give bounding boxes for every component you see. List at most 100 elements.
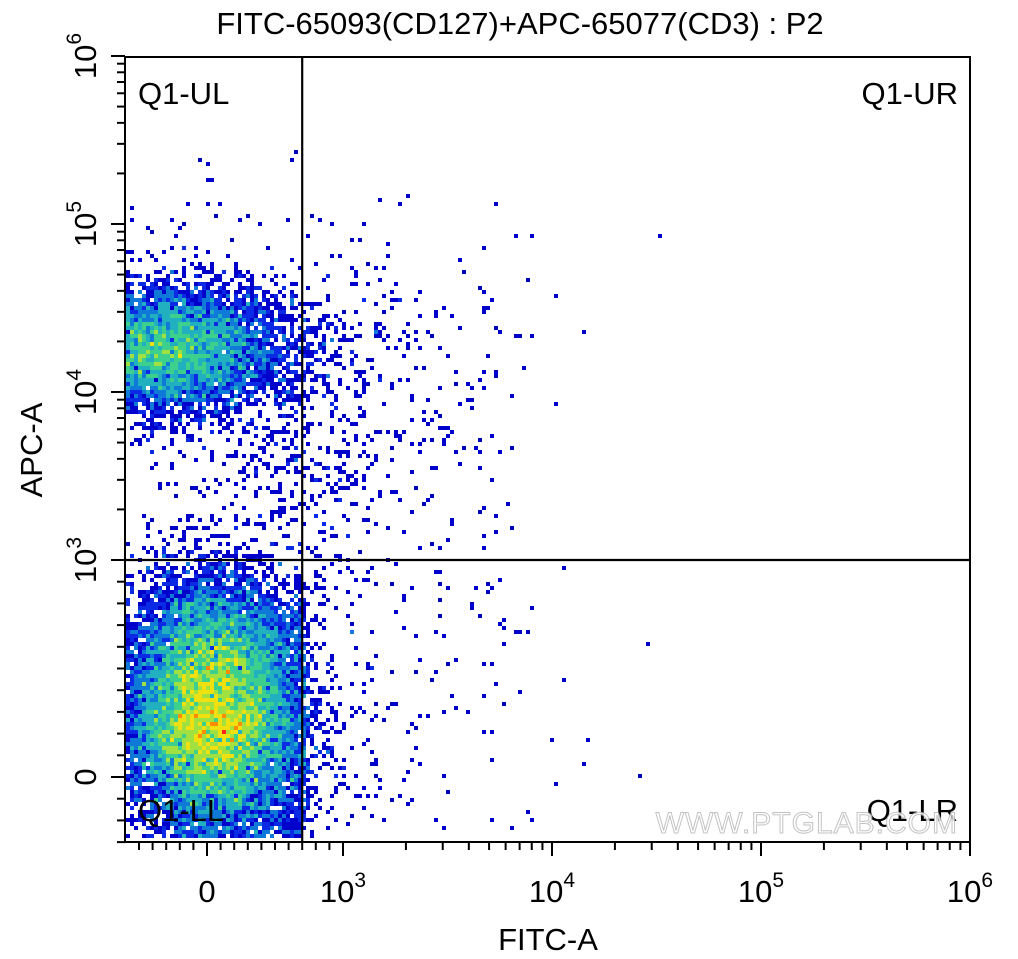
event-dot bbox=[154, 342, 158, 346]
event-dot bbox=[194, 274, 198, 278]
event-dot bbox=[298, 350, 302, 354]
event-dot bbox=[234, 578, 238, 582]
event-dot bbox=[206, 646, 210, 650]
event-dot bbox=[238, 298, 242, 302]
event-dot bbox=[250, 606, 254, 610]
event-dot bbox=[158, 722, 162, 726]
event-dot bbox=[130, 626, 134, 630]
event-dot bbox=[138, 622, 142, 626]
event-dot bbox=[146, 670, 150, 674]
event-dot bbox=[170, 834, 174, 838]
event-dot bbox=[194, 794, 198, 798]
event-dot bbox=[286, 314, 290, 318]
event-dot bbox=[302, 610, 306, 614]
event-dot bbox=[174, 390, 178, 394]
event-dot bbox=[154, 758, 158, 762]
event-dot bbox=[146, 754, 150, 758]
event-dot bbox=[334, 534, 338, 538]
event-dot bbox=[298, 830, 302, 834]
event-dot bbox=[198, 362, 202, 366]
event-dot bbox=[258, 646, 262, 650]
event-dot bbox=[278, 698, 282, 702]
event-dot bbox=[194, 718, 198, 722]
event-dot bbox=[202, 286, 206, 290]
event-dot bbox=[134, 794, 138, 798]
event-dot bbox=[134, 382, 138, 386]
event-dot bbox=[162, 650, 166, 654]
event-dot bbox=[150, 426, 154, 430]
event-dot bbox=[266, 378, 270, 382]
event-dot bbox=[210, 614, 214, 618]
event-dot bbox=[342, 514, 346, 518]
event-dot bbox=[126, 682, 130, 686]
event-dot bbox=[266, 362, 270, 366]
event-dot bbox=[134, 314, 138, 318]
event-dot bbox=[186, 374, 190, 378]
event-dot bbox=[194, 698, 198, 702]
event-dot bbox=[170, 438, 174, 442]
event-dot bbox=[270, 594, 274, 598]
event-dot bbox=[134, 798, 138, 802]
event-dot bbox=[162, 342, 166, 346]
event-dot bbox=[234, 658, 238, 662]
event-dot bbox=[194, 390, 198, 394]
event-dot bbox=[254, 586, 258, 590]
event-dot bbox=[146, 674, 150, 678]
events-layer bbox=[126, 150, 662, 838]
event-dot bbox=[138, 390, 142, 394]
event-dot bbox=[242, 342, 246, 346]
event-dot bbox=[222, 818, 226, 822]
event-dot bbox=[362, 386, 366, 390]
event-dot bbox=[258, 746, 262, 750]
event-dot bbox=[238, 834, 242, 838]
event-dot bbox=[182, 790, 186, 794]
event-dot bbox=[126, 290, 130, 294]
event-dot bbox=[206, 674, 210, 678]
event-dot bbox=[178, 298, 182, 302]
event-dot bbox=[234, 814, 238, 818]
event-dot bbox=[190, 634, 194, 638]
event-dot bbox=[198, 678, 202, 682]
event-dot bbox=[174, 778, 178, 782]
event-dot bbox=[310, 550, 314, 554]
event-dot bbox=[246, 670, 250, 674]
event-dot bbox=[134, 622, 138, 626]
event-dot bbox=[174, 738, 178, 742]
event-dot bbox=[162, 686, 166, 690]
event-dot bbox=[158, 362, 162, 366]
event-dot bbox=[166, 290, 170, 294]
event-dot bbox=[286, 650, 290, 654]
event-dot bbox=[194, 326, 198, 330]
event-dot bbox=[150, 702, 154, 706]
event-dot bbox=[198, 734, 202, 738]
event-dot bbox=[246, 474, 250, 478]
event-dot bbox=[238, 786, 242, 790]
event-dot bbox=[210, 834, 214, 838]
event-dot bbox=[286, 758, 290, 762]
event-dot bbox=[274, 814, 278, 818]
event-dot bbox=[294, 746, 298, 750]
event-dot bbox=[134, 790, 138, 794]
event-dot bbox=[214, 738, 218, 742]
event-dot bbox=[226, 818, 230, 822]
event-dot bbox=[170, 742, 174, 746]
event-dot bbox=[170, 598, 174, 602]
event-dot bbox=[194, 758, 198, 762]
event-dot bbox=[254, 314, 258, 318]
event-dot bbox=[342, 722, 346, 726]
event-dot bbox=[218, 586, 222, 590]
event-dot bbox=[390, 298, 394, 302]
event-dot bbox=[234, 774, 238, 778]
event-dot bbox=[150, 314, 154, 318]
event-dot bbox=[210, 278, 214, 282]
event-dot bbox=[214, 590, 218, 594]
event-dot bbox=[266, 322, 270, 326]
event-dot bbox=[278, 330, 282, 334]
event-dot bbox=[190, 818, 194, 822]
event-dot bbox=[226, 750, 230, 754]
event-dot bbox=[370, 566, 374, 570]
event-dot bbox=[186, 670, 190, 674]
event-dot bbox=[302, 686, 306, 690]
event-dot bbox=[186, 774, 190, 778]
event-dot bbox=[234, 654, 238, 658]
